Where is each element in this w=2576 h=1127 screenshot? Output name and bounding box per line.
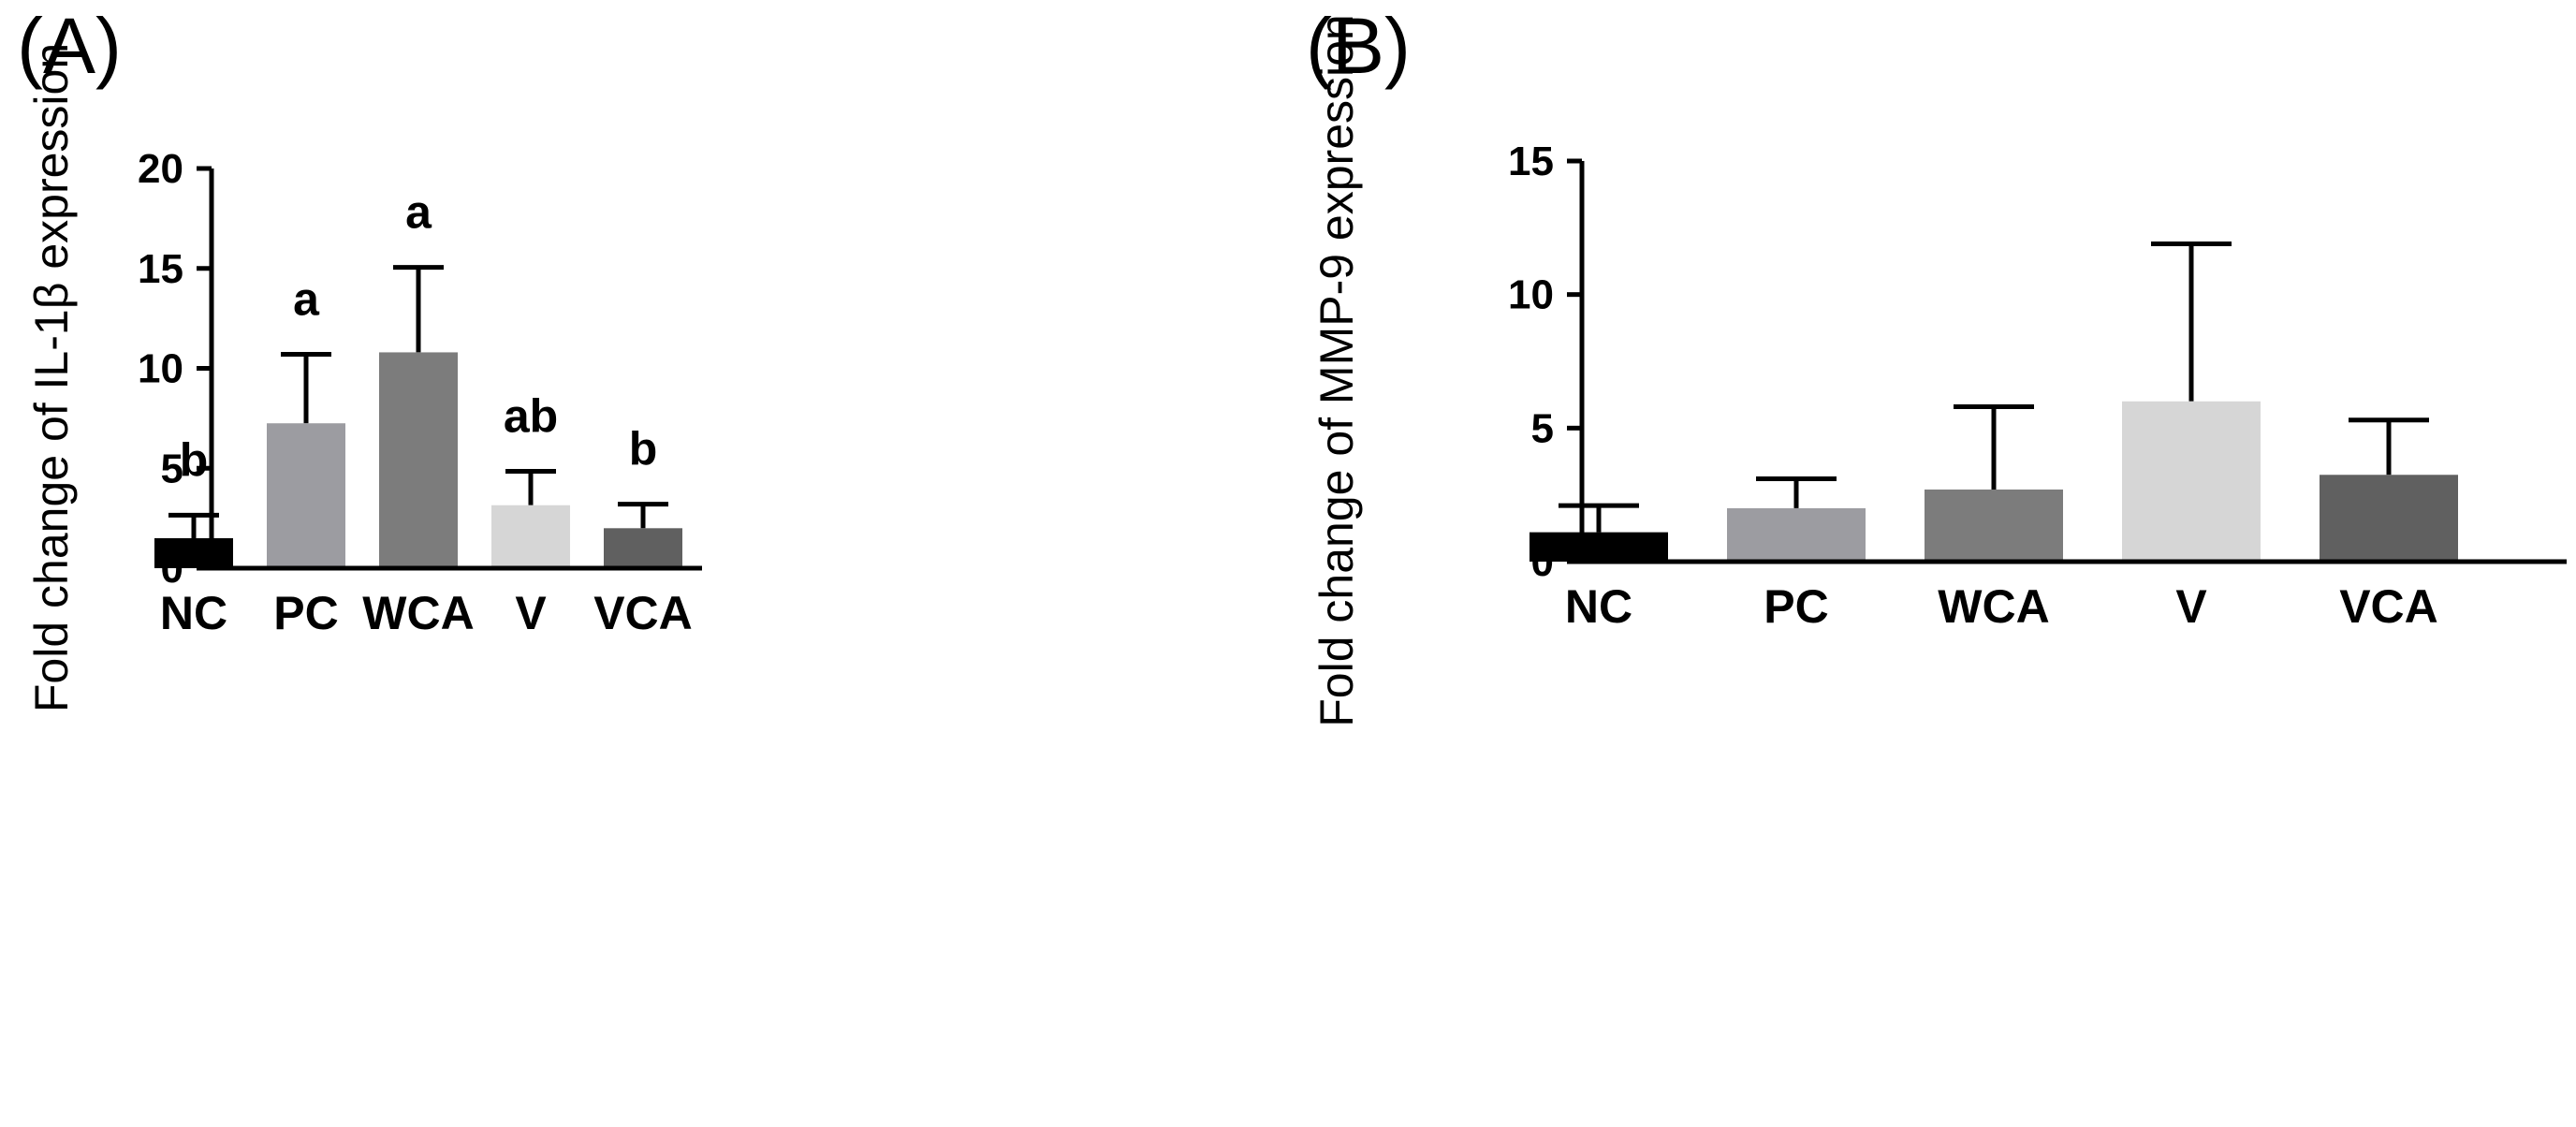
chart2-bar-vca: [2320, 475, 2458, 562]
chart2-x-tick-label-vca: VCA: [2339, 580, 2438, 633]
chart1-panel-label: (A): [17, 2, 122, 90]
chart1-y-tick-label-20: 20: [138, 146, 183, 192]
chart1-y-axis-label: Fold change of IL-1β expression: [25, 43, 78, 712]
chart1-bar-pc: [267, 423, 345, 568]
chart2-x-tick-label-pc: PC: [1764, 580, 1828, 633]
chart1-significance-wca: a: [405, 186, 432, 239]
chart2-y-tick-label-10: 10: [1508, 272, 1554, 318]
chart1-y-tick-label-15: 15: [138, 246, 183, 292]
chart1-x-tick-label-nc: NC: [160, 587, 227, 639]
chart1-x-tick-label-wca: WCA: [362, 587, 474, 639]
chart2-panel-label: (B): [1306, 2, 1411, 90]
chart2-bar-v: [2122, 401, 2261, 562]
chart2-x-tick-label-wca: WCA: [1938, 580, 2049, 633]
chart1-significance-v: ab: [504, 389, 558, 442]
chart2-y-tick-label-0: 0: [1531, 539, 1554, 585]
chart1-bar-vca: [604, 528, 682, 568]
chart1-significance-pc: a: [293, 273, 320, 326]
chart2-bar-pc: [1727, 507, 1866, 562]
chart1-bar-nc: [154, 537, 233, 568]
chart1-y-tick-label-10: 10: [138, 346, 183, 392]
chart2-x-tick-label-v: V: [2175, 580, 2207, 633]
chart1-x-tick-label-pc: PC: [273, 587, 338, 639]
chart1-significance-vca: b: [629, 423, 658, 476]
chart2-y-tick-label-15: 15: [1508, 139, 1554, 184]
chart1-significance-nc: b: [180, 433, 209, 486]
chart1-x-tick-label-vca: VCA: [593, 587, 693, 639]
chart2-bar-wca: [1925, 489, 2063, 562]
chart1-y-tick-label-5: 5: [161, 446, 183, 491]
chart2-bar-nc: [1530, 532, 1668, 562]
chart1-x-tick-label-v: V: [515, 587, 547, 639]
chart2-y-axis-label: Fold change of MMP-9 expression: [1310, 14, 1363, 726]
chart2-x-tick-label-nc: NC: [1565, 580, 1632, 633]
chart2-y-tick-label-5: 5: [1531, 405, 1554, 451]
chart1-y-tick-label-0: 0: [161, 546, 183, 592]
chart1-bar-v: [491, 505, 570, 568]
chart1-bar-wca: [379, 352, 458, 568]
